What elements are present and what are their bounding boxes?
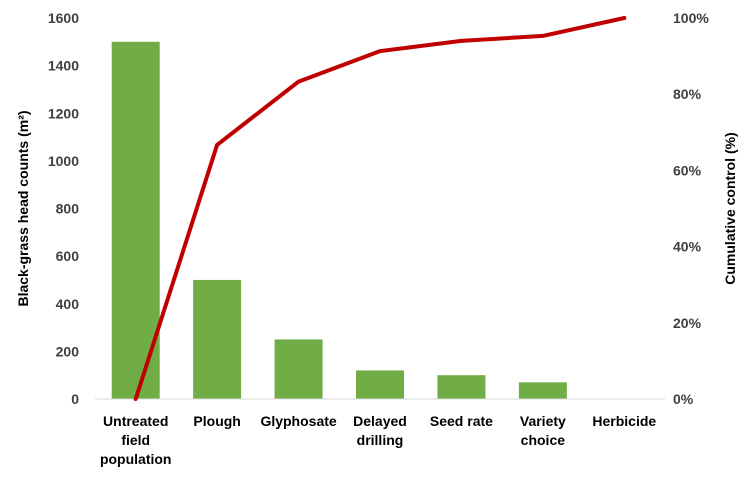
x-tick-label: Untreated field population — [100, 413, 172, 467]
bar-series — [111, 41, 567, 399]
y-tick-label: 400 — [56, 296, 80, 312]
y2-tick-label: 60% — [673, 162, 702, 178]
y2-tick-label: 40% — [673, 239, 702, 255]
y-tick-label: 1000 — [48, 153, 79, 169]
x-tick-label: Plough — [193, 413, 240, 429]
x-tick-label: Herbicide — [592, 413, 656, 429]
y2-tick-label: 0% — [673, 391, 694, 407]
y2-axis-title: Cumulative control (%) — [722, 132, 738, 284]
y-tick-label: 800 — [56, 201, 80, 217]
y-tick-label: 0 — [71, 391, 79, 407]
cumulative-control-line — [133, 16, 627, 401]
x-tick-label: Variety choice — [520, 413, 566, 448]
x-tick-label: Seed rate — [430, 413, 493, 429]
y2-tick-label: 100% — [673, 10, 709, 26]
bar — [193, 279, 242, 399]
x-tick-label: Glyphosate — [260, 413, 336, 429]
y2-axis-ticks: 0% 20% 40% 60% 80% 100% — [673, 10, 709, 407]
bar — [356, 370, 404, 399]
y-tick-label: 600 — [56, 248, 80, 264]
y-tick-label: 1600 — [48, 10, 79, 26]
y2-tick-label: 80% — [673, 86, 702, 102]
bar — [274, 339, 323, 399]
bar — [518, 382, 567, 399]
y-tick-label: 1400 — [48, 58, 79, 74]
line-series — [133, 16, 627, 401]
x-axis-labels: Untreated field population Plough Glyphosate… — [100, 413, 656, 467]
x-tick-label: Delayed drilling — [353, 413, 407, 448]
bar — [111, 41, 160, 399]
y2-tick-label: 20% — [673, 315, 702, 331]
bar — [437, 375, 486, 399]
y-axis-title: Black-grass head counts (m²) — [15, 110, 31, 306]
y-tick-label: 200 — [56, 343, 80, 359]
y-axis-ticks: 0 200 400 600 800 1000 1200 1400 1600 — [48, 10, 79, 407]
y-tick-label: 1200 — [48, 105, 79, 121]
